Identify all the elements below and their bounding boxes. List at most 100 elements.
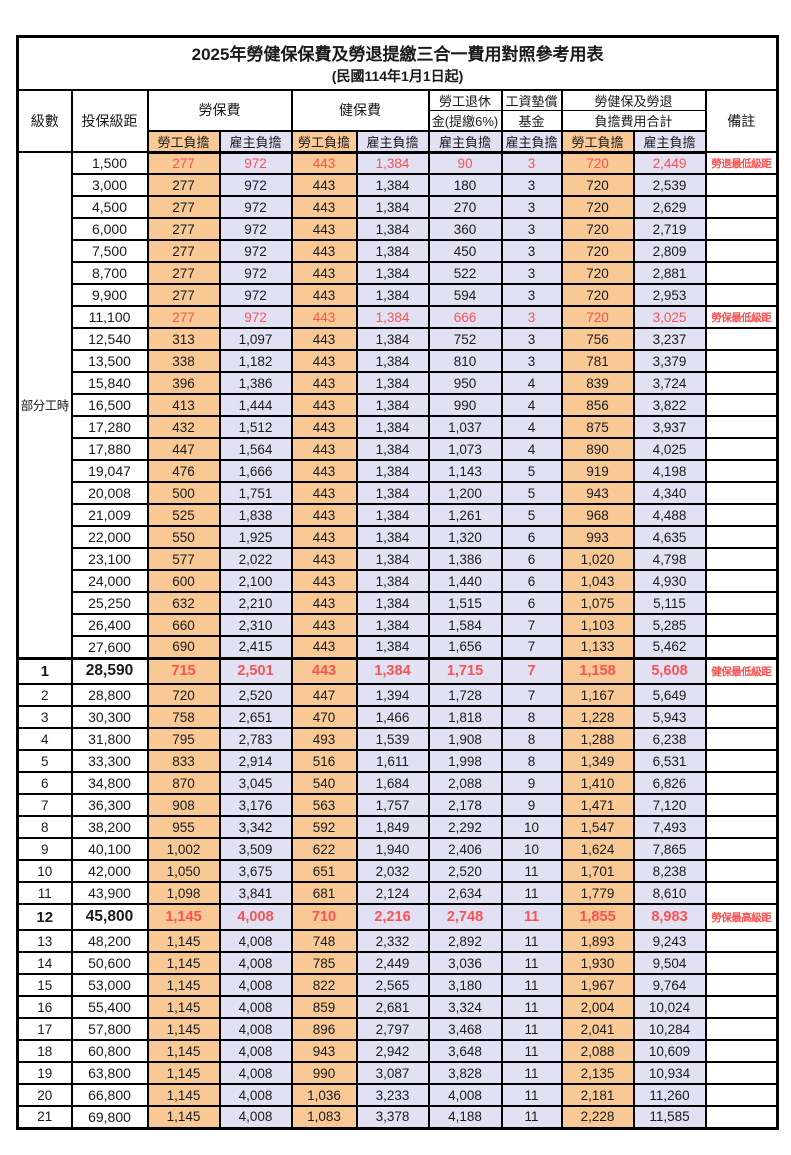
labor-employee-cell: 660 <box>146 613 221 637</box>
labor-employer-cell: 972 <box>218 239 293 263</box>
total-employee-cell: 2,041 <box>560 1017 635 1041</box>
pension-employer-cell: 1,440 <box>427 569 503 593</box>
labor-employee-cell: 632 <box>146 591 221 615</box>
table-row: 26,400 660 2,310 443 1,384 1,584 7 1,103 5,285 <box>18 613 779 637</box>
total-employer-cell: 11,585 <box>632 1105 707 1129</box>
pension-employer-cell: 990 <box>427 393 503 417</box>
remark-cell <box>704 749 779 773</box>
total-employer-cell: 3,379 <box>632 349 707 373</box>
level-cell: 13 <box>16 929 73 953</box>
table-row: 5 33,300 833 2,914 516 1,611 1,998 8 1,349 6,531 <box>16 749 779 773</box>
remark-cell <box>704 793 779 817</box>
bracket-cell: 11,100 <box>70 305 149 329</box>
labor-employer-cell: 4,008 <box>218 929 293 953</box>
remark-cell <box>704 217 779 241</box>
labor-employer-cell: 2,651 <box>218 705 293 729</box>
total-employee-cell: 1,855 <box>560 903 635 931</box>
bracket-cell: 66,800 <box>70 1083 149 1107</box>
labor-employer-cell: 2,914 <box>218 749 293 773</box>
total-employer-cell: 6,238 <box>632 727 707 751</box>
fund-employer-cell: 5 <box>500 481 563 505</box>
bracket-cell: 19,047 <box>70 459 149 483</box>
remark-cell <box>704 1105 779 1129</box>
pension-employer-cell: 1,143 <box>427 459 503 483</box>
table-row: 7 36,300 908 3,176 563 1,757 2,178 9 1,471 7,120 <box>16 793 779 817</box>
pension-employer-cell: 450 <box>427 239 503 263</box>
labor-employee-cell: 1,145 <box>146 995 221 1019</box>
fund-employer-cell: 10 <box>500 815 563 839</box>
health-employee-cell: 443 <box>290 547 358 571</box>
bracket-cell: 24,000 <box>70 569 149 593</box>
table-row: 6 34,800 870 3,045 540 1,684 2,088 9 1,410 6,826 <box>16 771 779 795</box>
table-row: 27,600 690 2,415 443 1,384 1,656 7 1,133 5,462 <box>18 635 779 659</box>
bracket-cell: 38,200 <box>70 815 149 839</box>
health-employee-cell: 443 <box>290 656 358 685</box>
health-employer-cell: 3,233 <box>355 1083 430 1107</box>
health-employee-cell: 516 <box>290 749 358 773</box>
health-employee-cell: 470 <box>290 705 358 729</box>
health-employee-cell: 443 <box>290 327 358 351</box>
labor-employer-cell: 1,512 <box>218 415 293 439</box>
health-employee-cell: 443 <box>290 437 358 461</box>
labor-employee-cell: 1,145 <box>146 973 221 997</box>
fund-employer-cell: 8 <box>500 727 563 751</box>
remark-cell <box>704 705 779 729</box>
health-employer-cell: 2,032 <box>355 859 430 883</box>
bracket-cell: 45,800 <box>70 903 149 931</box>
table-row: 11 43,900 1,098 3,841 681 2,124 2,634 11 1,779 8,… <box>16 881 779 905</box>
labor-employer-cell: 2,310 <box>218 613 293 637</box>
labor-employee-cell: 396 <box>146 371 221 395</box>
table-row: 21,009 525 1,838 443 1,384 1,261 5 968 4,488 <box>18 503 779 527</box>
health-employer-cell: 2,449 <box>355 951 430 975</box>
remark-cell <box>704 459 779 483</box>
remark-cell <box>704 437 779 461</box>
table-row: 13,500 338 1,182 443 1,384 810 3 781 3,379 <box>18 349 779 373</box>
total-employer-cell: 10,934 <box>632 1061 707 1085</box>
pension-employer-cell: 3,324 <box>427 995 503 1019</box>
subheader-health-employee: 勞工負擔 <box>290 129 358 154</box>
remark-cell <box>704 951 779 975</box>
fund-employer-cell: 11 <box>500 1061 563 1085</box>
total-employee-cell: 720 <box>560 305 635 329</box>
table-row: 12 45,800 1,145 4,008 710 2,216 2,748 11 1,855 8,… <box>16 903 779 931</box>
total-employer-cell: 5,115 <box>632 591 707 615</box>
total-employer-cell: 6,531 <box>632 749 707 773</box>
table-body: 部分工時 1,500 277 972 443 1,384 90 3 720 2,449 勞退最低級距… <box>16 151 779 1129</box>
labor-employee-cell: 1,145 <box>146 1105 221 1129</box>
remark-cell <box>704 415 779 439</box>
col-header-total-line2: 負擔費用合計 <box>560 109 707 132</box>
fund-employer-cell: 3 <box>500 261 563 285</box>
labor-employer-cell: 1,666 <box>218 459 293 483</box>
health-employer-cell: 2,216 <box>355 903 430 931</box>
labor-employer-cell: 3,176 <box>218 793 293 817</box>
table-row: 7,500 277 972 443 1,384 450 3 720 2,809 <box>18 239 779 263</box>
remark-cell <box>704 261 779 285</box>
remark-cell: 健保最低級距 <box>704 656 779 685</box>
labor-employee-cell: 1,145 <box>146 951 221 975</box>
health-employee-cell: 443 <box>290 217 358 241</box>
health-employee-cell: 443 <box>290 635 358 659</box>
labor-employee-cell: 908 <box>146 793 221 817</box>
table-row: 19,047 476 1,666 443 1,384 1,143 5 919 4,198 <box>18 459 779 483</box>
labor-employer-cell: 1,444 <box>218 393 293 417</box>
remark-cell <box>704 683 779 707</box>
level-cell: 11 <box>16 881 73 905</box>
health-employee-cell: 443 <box>290 569 358 593</box>
labor-employer-cell: 1,751 <box>218 481 293 505</box>
total-employer-cell: 2,881 <box>632 261 707 285</box>
fund-employer-cell: 11 <box>500 973 563 997</box>
labor-employee-cell: 955 <box>146 815 221 839</box>
health-employee-cell: 447 <box>290 683 358 707</box>
fund-employer-cell: 4 <box>500 393 563 417</box>
total-employer-cell: 2,809 <box>632 239 707 263</box>
fund-employer-cell: 7 <box>500 656 563 685</box>
labor-employee-cell: 500 <box>146 481 221 505</box>
table-row: 9 40,100 1,002 3,509 622 1,940 2,406 10 1,624 7,8… <box>16 837 779 861</box>
health-employer-cell: 1,384 <box>355 261 430 285</box>
bracket-cell: 55,400 <box>70 995 149 1019</box>
bracket-cell: 31,800 <box>70 727 149 751</box>
remark-cell <box>704 239 779 263</box>
fund-employer-cell: 3 <box>500 327 563 351</box>
labor-employee-cell: 1,145 <box>146 1017 221 1041</box>
health-employer-cell: 1,384 <box>355 217 430 241</box>
